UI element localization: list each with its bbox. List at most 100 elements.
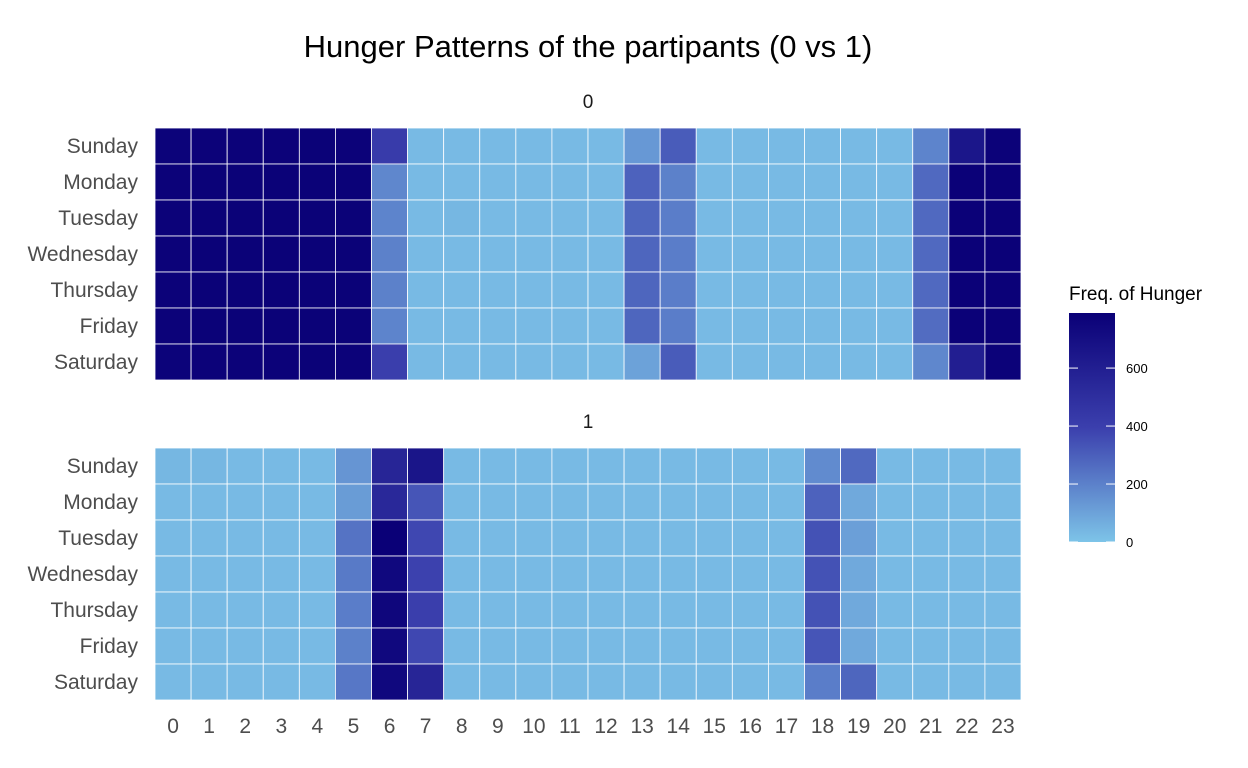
heatmap-cell [443, 483, 481, 521]
heatmap-cell [912, 343, 950, 381]
heatmap-cell [479, 343, 517, 381]
heatmap-cell [623, 307, 661, 345]
day-label: Thursday [50, 599, 138, 622]
hour-tick-label: 7 [420, 715, 432, 738]
heatmap-cell [768, 163, 805, 201]
heatmap-cell [659, 555, 697, 593]
hour-tick-label: 11 [559, 715, 581, 738]
heatmap-cell [804, 555, 841, 593]
heatmap-cell [154, 271, 192, 309]
day-label: Sunday [67, 455, 139, 478]
heatmap-cell [443, 199, 481, 237]
heatmap-cell [876, 447, 914, 485]
heatmap-cell [335, 591, 372, 629]
day-label: Thursday [50, 279, 138, 302]
heatmap-cell [190, 555, 228, 593]
heatmap-cell [371, 591, 408, 629]
heatmap-cell [623, 447, 661, 485]
heatmap-cell [840, 591, 878, 629]
heatmap-cell [768, 663, 805, 701]
heatmap-cell [984, 483, 1022, 521]
day-label: Monday [63, 491, 138, 514]
heatmap-cell [695, 343, 733, 381]
heatmap-cell [190, 271, 228, 309]
heatmap-cell [335, 627, 372, 665]
heatmap-cell [298, 271, 336, 309]
heatmap-cell [479, 555, 517, 593]
heatmap-cell [840, 343, 878, 381]
heatmap-cell [371, 627, 408, 665]
heatmap-cell [479, 235, 517, 273]
heatmap-cell [551, 663, 589, 701]
heatmap-cell [587, 163, 625, 201]
heatmap-cell [768, 271, 805, 309]
heatmap-cell [840, 235, 878, 273]
heatmap-cell [226, 591, 264, 629]
heatmap-cell [371, 307, 408, 345]
heatmap-cell [623, 271, 661, 309]
heatmap-cell [659, 447, 697, 485]
heatmap-cell [695, 627, 733, 665]
heatmap-cell [587, 199, 625, 237]
heatmap-cell [587, 307, 625, 345]
legend-tick-label: 0 [1126, 535, 1133, 550]
heatmap-cell [407, 343, 445, 381]
heatmap-cell [768, 447, 805, 485]
heatmap-cell [515, 163, 553, 201]
heatmap-cell [335, 483, 372, 521]
heatmap-cell [371, 447, 408, 485]
heatmap-cell [804, 519, 841, 557]
day-label: Friday [80, 635, 139, 658]
heatmap-cell [623, 627, 661, 665]
heatmap-cell [695, 447, 733, 485]
heatmap-cell [298, 519, 336, 557]
heatmap-cell [623, 483, 661, 521]
heatmap-cell [876, 519, 914, 557]
chart-title: Hunger Patterns of the partipants (0 vs … [304, 29, 873, 64]
heatmap-cell [226, 447, 264, 485]
facet-label: 1 [583, 412, 594, 433]
heatmap-cell [407, 163, 445, 201]
heatmap-cell [551, 235, 589, 273]
heatmap-cell [948, 627, 986, 665]
day-label: Saturday [54, 671, 139, 694]
heatmap-cell [695, 127, 733, 165]
heatmap-cell [804, 163, 841, 201]
heatmap-cell [659, 235, 697, 273]
heatmap-cell [659, 663, 697, 701]
heatmap-cell [587, 663, 625, 701]
heatmap-cell [515, 447, 553, 485]
heatmap-cell [984, 591, 1022, 629]
heatmap-cell [876, 127, 914, 165]
heatmap-cell [335, 447, 372, 485]
heatmap-cell [371, 127, 408, 165]
heatmap-cell [731, 447, 769, 485]
heatmap-cell [298, 307, 336, 345]
heatmap-cell [262, 663, 300, 701]
heatmap-cell [335, 343, 372, 381]
heatmap-cell [731, 199, 769, 237]
heatmap-cell [226, 163, 264, 201]
heatmap-cell [768, 555, 805, 593]
heatmap-cell [335, 271, 372, 309]
heatmap-cell [154, 627, 192, 665]
heatmap-cell [335, 519, 372, 557]
heatmap-cell [840, 519, 878, 557]
heatmap-cell [587, 235, 625, 273]
legend-tick-label: 600 [1126, 361, 1148, 376]
heatmap-cell [984, 555, 1022, 593]
hour-tick-label: 17 [775, 715, 798, 738]
heatmap-cell [371, 519, 408, 557]
legend-tick-label: 400 [1126, 419, 1148, 434]
heatmap-cell [190, 627, 228, 665]
heatmap-cell [948, 483, 986, 521]
heatmap-cell [659, 591, 697, 629]
heatmap-cell [876, 307, 914, 345]
heatmap-cell [443, 307, 481, 345]
hour-tick-label: 10 [522, 715, 545, 738]
heatmap-cell [443, 447, 481, 485]
heatmap-cell [948, 127, 986, 165]
heatmap-cell [731, 663, 769, 701]
legend-ticks: 0 200 400 600 [1069, 361, 1148, 550]
heatmap-cell [154, 483, 192, 521]
